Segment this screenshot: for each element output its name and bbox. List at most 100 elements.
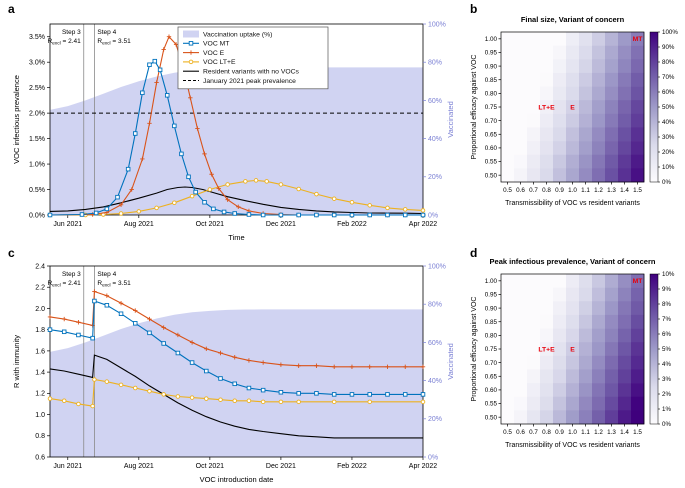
colorbar-tick-label: 0% bbox=[662, 421, 671, 428]
marker-square bbox=[331, 212, 337, 218]
y-tick-label: 0.50 bbox=[485, 172, 498, 179]
x-axis: 0.5 0.6 0.7 0.8 0.9 1.0 1.1 1.2 1.3 1.4 1.5 bbox=[503, 182, 642, 194]
panel-d-heatmap: Peak infectious prevalence, Variant of c… bbox=[471, 257, 675, 449]
heatmap-cells bbox=[501, 274, 645, 425]
legend-label: Resident variants with no VOCs bbox=[203, 69, 300, 76]
marker-circle bbox=[104, 379, 110, 384]
marker-square bbox=[246, 385, 252, 391]
marker-plus bbox=[129, 187, 134, 192]
y2-tick-label: 20% bbox=[428, 174, 442, 181]
voc-annotation-e: E bbox=[570, 346, 575, 353]
y-tick-label: 0.95 bbox=[485, 50, 498, 57]
marker-circle bbox=[92, 377, 97, 382]
marker-square bbox=[47, 327, 53, 332]
y-tick-label: 1.0% bbox=[29, 161, 45, 168]
y-tick-label: 0.95 bbox=[485, 292, 498, 299]
y-tick-label: 0.70 bbox=[485, 360, 498, 367]
marker-square bbox=[218, 376, 223, 381]
y-tick-label: 0.60 bbox=[485, 145, 498, 152]
y-axis: 1.00 0.95 0.90 0.85 0.80 0.75 0.70 0.65 0.60 0.55… bbox=[485, 278, 501, 421]
x-tick-label: Feb 2022 bbox=[337, 463, 367, 470]
marker-circle bbox=[367, 203, 372, 208]
panel-d: Peak infectious prevalence, Variant of c… bbox=[468, 248, 683, 485]
panel-c: Step 3 Rexcl = 2.41 Step 4 Rexcl = 3.51 Jun … bbox=[6, 250, 461, 485]
y2-axis: 0% 20% 40% 60% 80% 100% bbox=[423, 263, 446, 461]
marker-square bbox=[385, 212, 390, 218]
marker-circle bbox=[133, 385, 138, 391]
x-axis-label: Transmissibility of VOC vs resident vari… bbox=[505, 200, 640, 207]
y-tick-label: 0.65 bbox=[485, 373, 498, 380]
y-tick-label: 1.2 bbox=[35, 391, 45, 398]
colorbar-tick-label: 30% bbox=[662, 134, 675, 141]
marker-circle bbox=[278, 399, 284, 405]
y-tick-label: 0.85 bbox=[485, 319, 498, 326]
marker-square bbox=[140, 90, 145, 96]
y-axis: 0.6 0.8 1.0 1.2 1.4 1.6 1.8 2.0 2.2 2.4 bbox=[35, 263, 50, 461]
colorbar-ticks: 0% 10% 20% 30% 40% 50% 60% 70% 80% 90% 100% bbox=[658, 29, 678, 186]
marker-square bbox=[152, 58, 158, 64]
marker-circle bbox=[204, 396, 209, 401]
series-voc-mt bbox=[47, 298, 426, 397]
y-tick-label: 0.60 bbox=[485, 387, 498, 394]
marker-circle bbox=[76, 401, 81, 407]
series-voc-mt bbox=[47, 58, 426, 218]
marker-plus bbox=[260, 360, 266, 365]
x-axis-label: Transmissibility of VOC vs resident vari… bbox=[505, 442, 640, 449]
y2-tick-label: 40% bbox=[428, 378, 442, 385]
marker-square bbox=[193, 189, 198, 195]
marker-square bbox=[147, 330, 152, 336]
x-tick-label: Feb 2022 bbox=[337, 221, 367, 228]
x-axis: Jun 2021 Aug 2021 Oct 2021 Dec 2021 Feb 2022… bbox=[53, 215, 437, 228]
svg-text:Step 4: Step 4 bbox=[97, 271, 116, 278]
marker-square bbox=[367, 212, 372, 218]
svg-text:Step 4: Step 4 bbox=[97, 29, 116, 36]
y-tick-label: 2.0% bbox=[29, 111, 45, 118]
panel-d-label: d bbox=[470, 246, 478, 260]
y-tick-label: 0.70 bbox=[485, 118, 498, 125]
svg-text:Rexcl = 2.41: Rexcl = 2.41 bbox=[47, 280, 81, 289]
marker-plus bbox=[385, 364, 390, 370]
marker-plus bbox=[246, 358, 252, 363]
colorbar-tick-label: 5% bbox=[662, 346, 671, 353]
x-tick-label: Aug 2021 bbox=[124, 221, 154, 228]
voc-annotation-mt: MT bbox=[633, 36, 644, 43]
y-axis: 1.00 0.95 0.90 0.85 0.80 0.75 0.70 0.65 0.60 0.55… bbox=[485, 36, 501, 179]
x-tick-label: 1.1 bbox=[581, 187, 590, 194]
marker-plus bbox=[147, 316, 152, 322]
marker-square bbox=[260, 387, 266, 393]
marker-square bbox=[118, 311, 124, 317]
x-tick-label: 1.3 bbox=[607, 187, 616, 194]
vaccination-uptake-area bbox=[50, 67, 423, 216]
series-resident-variants-with-no-vocs bbox=[49, 186, 424, 215]
panel-a-chart: Step 3 Rexcl = 2.41 Step 4 Rexcl = 3.51 Jun … bbox=[12, 21, 455, 242]
marker-plus bbox=[166, 34, 172, 39]
x-axis-label: Time bbox=[228, 233, 244, 242]
marker-square bbox=[61, 329, 67, 335]
y2-axis: 0% 20% 40% 60% 80% 100% bbox=[423, 21, 446, 219]
marker-circle bbox=[118, 382, 124, 388]
y-tick-label: 0.6 bbox=[35, 454, 45, 461]
step-annotation-1: Step 3 Rexcl = 2.41 bbox=[47, 271, 81, 289]
x-tick-label: 0.6 bbox=[516, 429, 525, 436]
marker-plus bbox=[140, 156, 145, 162]
marker-square bbox=[179, 151, 184, 157]
plot-frame bbox=[49, 265, 424, 458]
y-tick-label: 2.0 bbox=[35, 306, 45, 313]
marker-square bbox=[349, 212, 355, 218]
marker-plus bbox=[92, 289, 97, 294]
voc-annotation-mt: MT bbox=[633, 278, 644, 285]
marker-plus bbox=[62, 316, 67, 322]
y-axis-label: R with immunity bbox=[12, 335, 21, 388]
y2-tick-label: 80% bbox=[428, 302, 442, 309]
heatmap-title: Final size, Variant of concern bbox=[521, 15, 625, 24]
x-tick-label: Apr 2022 bbox=[409, 463, 438, 470]
marker-circle bbox=[296, 186, 301, 192]
marker-plus bbox=[161, 325, 166, 330]
legend-label: VOC MT bbox=[203, 41, 229, 48]
voc-annotation-e: E bbox=[570, 104, 575, 111]
x-tick-label: 1.0 bbox=[568, 429, 577, 436]
x-tick-label: 1.0 bbox=[568, 187, 577, 194]
y-tick-label: 2.5% bbox=[29, 85, 45, 92]
